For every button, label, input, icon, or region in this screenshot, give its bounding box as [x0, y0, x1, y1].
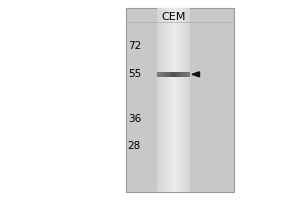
- Bar: [160, 8, 161, 192]
- Text: 55: 55: [128, 69, 141, 79]
- Bar: [184, 72, 185, 77]
- Bar: [182, 72, 183, 77]
- Bar: [172, 72, 173, 77]
- Text: 72: 72: [128, 41, 141, 51]
- Bar: [162, 8, 163, 192]
- FancyBboxPatch shape: [126, 8, 234, 192]
- Bar: [174, 72, 175, 77]
- Bar: [168, 72, 169, 77]
- Bar: [172, 8, 173, 192]
- Bar: [164, 8, 165, 192]
- Bar: [178, 8, 179, 192]
- Bar: [163, 8, 164, 192]
- Bar: [176, 72, 177, 77]
- Bar: [181, 72, 182, 77]
- Bar: [180, 8, 181, 192]
- Bar: [187, 8, 188, 192]
- Bar: [188, 8, 189, 192]
- Bar: [167, 8, 168, 192]
- Bar: [160, 72, 161, 77]
- Bar: [187, 72, 188, 77]
- Bar: [186, 8, 187, 192]
- Bar: [165, 8, 166, 192]
- Bar: [159, 72, 160, 77]
- Bar: [165, 72, 166, 77]
- Bar: [162, 8, 163, 192]
- Bar: [174, 8, 175, 192]
- Bar: [170, 8, 171, 192]
- Bar: [158, 8, 159, 192]
- Bar: [178, 72, 179, 77]
- Bar: [189, 8, 190, 192]
- Bar: [171, 8, 172, 192]
- Bar: [162, 72, 163, 77]
- Bar: [177, 72, 178, 77]
- Bar: [184, 8, 185, 192]
- Bar: [181, 8, 182, 192]
- Bar: [188, 72, 189, 77]
- Bar: [161, 8, 162, 192]
- Bar: [166, 72, 167, 77]
- Bar: [177, 8, 178, 192]
- Polygon shape: [192, 72, 200, 77]
- Bar: [161, 72, 162, 77]
- Bar: [162, 72, 163, 77]
- Bar: [164, 72, 165, 77]
- Bar: [170, 72, 171, 77]
- Bar: [168, 8, 169, 192]
- Bar: [189, 72, 190, 77]
- Bar: [185, 72, 186, 77]
- Bar: [169, 72, 170, 77]
- Bar: [173, 72, 174, 77]
- Bar: [173, 8, 174, 192]
- Text: 28: 28: [128, 141, 141, 151]
- Bar: [176, 8, 177, 192]
- Text: CEM: CEM: [162, 12, 186, 22]
- Bar: [182, 8, 183, 192]
- Bar: [166, 8, 167, 192]
- Bar: [167, 72, 168, 77]
- Bar: [183, 72, 184, 77]
- Bar: [180, 72, 181, 77]
- Bar: [159, 8, 160, 192]
- Bar: [158, 72, 159, 77]
- Bar: [183, 8, 184, 192]
- Bar: [171, 72, 172, 77]
- Bar: [186, 72, 187, 77]
- Bar: [169, 8, 170, 192]
- Text: 36: 36: [128, 114, 141, 124]
- Bar: [185, 8, 186, 192]
- Bar: [179, 72, 180, 77]
- Bar: [163, 72, 164, 77]
- Bar: [179, 8, 180, 192]
